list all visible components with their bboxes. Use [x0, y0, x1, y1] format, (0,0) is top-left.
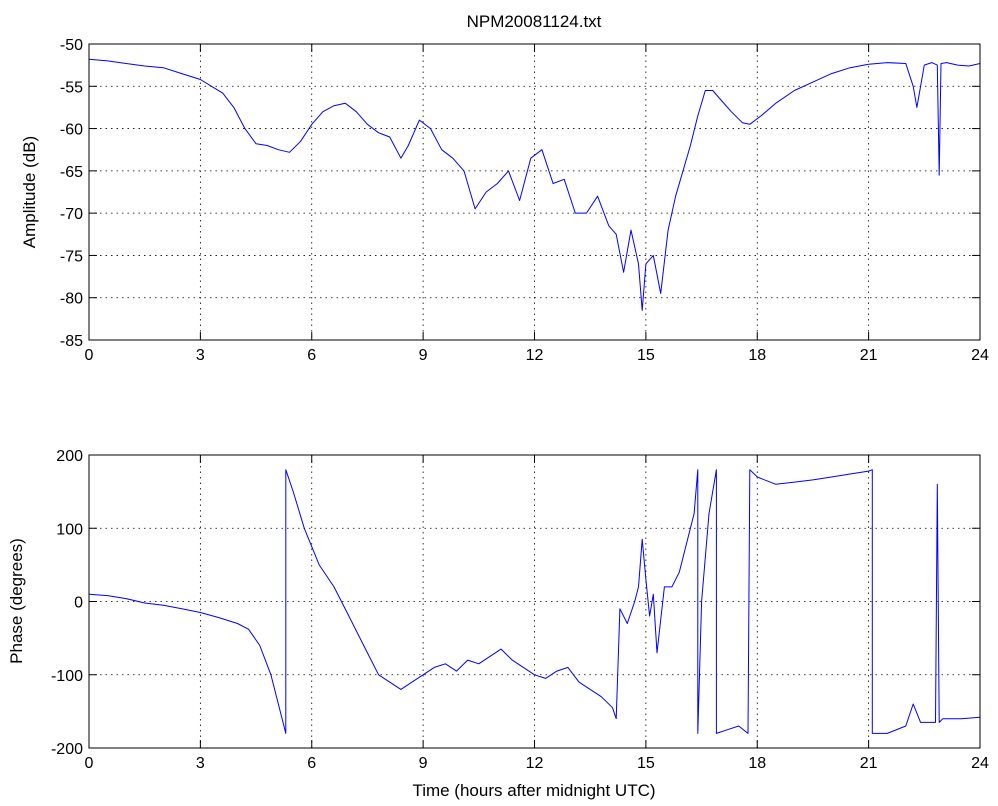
amplitude-ticks: 0 3 6 9 12 15 18 21 24 -50 -55 -60 -65 -70 -75 -80 -85 [60, 37, 989, 364]
phase-x-tick-label: 12 [526, 755, 544, 772]
amplitude-x-tick-label: 21 [860, 347, 878, 364]
phase-y-tick-label: 100 [56, 521, 83, 538]
amplitude-y-tick-label: -85 [60, 333, 83, 350]
phase-x-tick-label: 21 [860, 755, 878, 772]
amplitude-y-tick-label: -60 [60, 122, 83, 139]
phase-x-tick-label: 24 [971, 755, 989, 772]
amplitude-y-tick-label: -70 [60, 206, 83, 223]
amplitude-y-tick-label: -65 [60, 164, 83, 181]
phase-axes-frame [88, 454, 981, 749]
amplitude-x-tick-label: 18 [748, 347, 766, 364]
phase-axes: 0 3 6 9 12 15 18 21 24 200 100 0 -100 -200 Phase (deg… [7, 448, 989, 800]
amplitude-plot-area [89, 44, 980, 340]
phase-x-axis-label: Time (hours after midnight UTC) [412, 781, 655, 800]
phase-x-tick-label: 3 [196, 755, 205, 772]
amplitude-y-tick-label: -55 [60, 79, 83, 96]
phase-y-tick-label: 200 [56, 448, 83, 465]
phase-series-line [88, 469, 981, 734]
amplitude-x-tick-label: 0 [85, 347, 94, 364]
amplitude-axes: 0 3 6 9 12 15 18 21 24 -50 -55 -60 -65 -70 -75 -80 -85 A… [20, 37, 989, 364]
amplitude-x-tick-label: 6 [307, 347, 316, 364]
amplitude-x-tick-label: 3 [196, 347, 205, 364]
phase-y-tick-label: -100 [51, 668, 83, 685]
phase-x-tick-label: 15 [637, 755, 655, 772]
amplitude-x-tick-label: 12 [526, 347, 544, 364]
phase-ticks: 0 3 6 9 12 15 18 21 24 200 100 0 -100 -200 [51, 448, 989, 772]
amplitude-x-tick-label: 15 [637, 347, 655, 364]
amplitude-x-tick-label: 9 [419, 347, 428, 364]
amplitude-y-tick-label: -80 [60, 291, 83, 308]
amplitude-y-tick-label: -75 [60, 248, 83, 265]
amplitude-grid [89, 44, 980, 340]
phase-x-tick-label: 18 [748, 755, 766, 772]
phase-y-axis-label: Phase (degrees) [7, 538, 26, 664]
phase-y-tick-label: 0 [74, 595, 83, 612]
amplitude-y-axis-label: Amplitude (dB) [20, 136, 39, 248]
amplitude-axes-frame [88, 43, 981, 341]
phase-x-tick-label: 0 [85, 755, 94, 772]
phase-x-tick-label: 6 [307, 755, 316, 772]
amplitude-series-line [88, 58, 981, 311]
phase-y-tick-label: -200 [51, 741, 83, 758]
amplitude-x-tick-label: 24 [971, 347, 989, 364]
amplitude-y-tick-label: -50 [60, 37, 83, 54]
phase-x-tick-label: 9 [419, 755, 428, 772]
chart-title: NPM20081124.txt [467, 12, 602, 31]
